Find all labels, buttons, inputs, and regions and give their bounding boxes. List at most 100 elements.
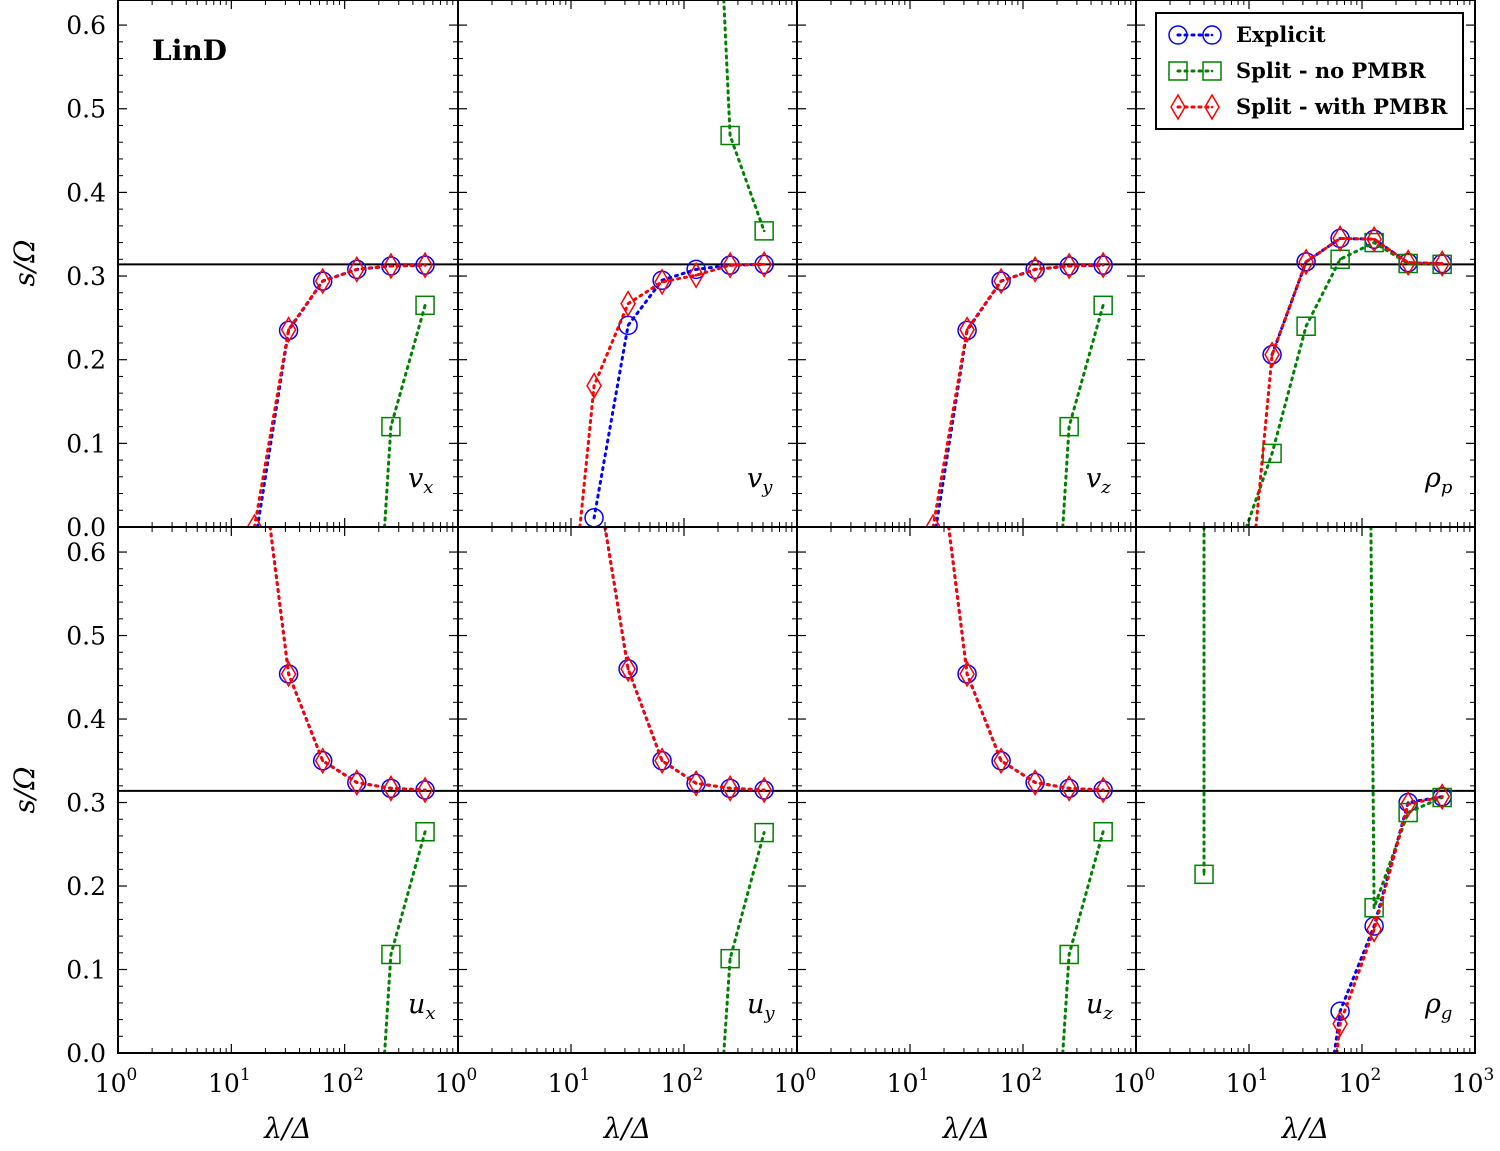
marker-diamond xyxy=(417,251,433,279)
marker-diamond xyxy=(722,774,738,802)
marker-circle xyxy=(278,320,299,341)
marker-diamond xyxy=(1298,248,1314,276)
marker-center-dot xyxy=(1176,69,1180,73)
panel-uz-plot xyxy=(797,527,1136,1053)
marker-square xyxy=(381,416,401,437)
marker-circle xyxy=(312,751,333,771)
x-tick-label: 101 xyxy=(548,1065,591,1098)
series-line xyxy=(722,831,766,1053)
marker-center-dot xyxy=(321,279,325,283)
marker-diamond xyxy=(417,776,433,804)
legend-label: Split - with PMBR xyxy=(1236,94,1448,119)
x-tick-exponent: 1 xyxy=(918,1065,929,1085)
series-line xyxy=(1369,527,1444,909)
panel-uy-plot xyxy=(458,527,797,1053)
marker-circle xyxy=(1093,255,1113,275)
x-tick-exponent: 2 xyxy=(1031,1065,1042,1085)
panel-ux-plot xyxy=(118,527,458,1053)
marker-diamond xyxy=(620,290,636,318)
marker-diamond xyxy=(383,252,399,280)
marker-center-dot xyxy=(999,759,1003,763)
marker-diamond xyxy=(1027,768,1043,796)
xlabel: λ/Δ xyxy=(1281,1112,1329,1145)
marker-diamond xyxy=(959,316,975,344)
marker-center-dot xyxy=(1270,452,1274,455)
y-tick-label: 0.0 xyxy=(66,1039,106,1068)
marker-diamond xyxy=(1332,224,1348,252)
marker-center-dot xyxy=(762,263,766,266)
marker-center-dot xyxy=(1067,787,1071,790)
x-tick-label: 100 xyxy=(1113,1065,1156,1098)
y-tick-label: 0.3 xyxy=(66,789,106,818)
legend: Explicit Split - no PMBR Split - with PMBR xyxy=(1155,12,1464,130)
marker-circle xyxy=(957,320,977,341)
panel-ρp-plot xyxy=(1136,224,1475,527)
marker-center-dot xyxy=(1067,264,1071,268)
y-tick-label: 0.3 xyxy=(66,262,106,291)
y-tick-label: 0.0 xyxy=(66,513,106,542)
x-tick-exponent: 0 xyxy=(466,1065,477,1085)
ylabel-bottom: s/Ω xyxy=(8,766,41,813)
marker-center-dot xyxy=(660,280,664,284)
marker-center-dot xyxy=(965,328,969,331)
marker-square xyxy=(1194,864,1214,885)
y-tick-label: 0.5 xyxy=(66,95,106,124)
series-line xyxy=(947,527,1105,792)
marker-center-dot xyxy=(694,782,698,785)
marker-center-dot xyxy=(728,134,732,137)
xlabel: λ/Δ xyxy=(603,1112,651,1145)
marker-center-dot xyxy=(355,268,359,271)
marker-center-dot xyxy=(287,672,290,676)
x-tick-exponent: 0 xyxy=(1144,1065,1155,1085)
marker-diamond xyxy=(1264,341,1280,369)
marker-center-dot xyxy=(1202,873,1206,876)
panel-label-subscript: p xyxy=(1441,477,1453,498)
series-line xyxy=(1254,236,1444,527)
marker-center-dot xyxy=(999,279,1003,283)
x-tick-exponent: 0 xyxy=(126,1065,137,1085)
marker-square xyxy=(1296,316,1316,336)
marker-center-dot xyxy=(1406,261,1410,264)
marker-center-dot xyxy=(965,672,969,676)
panel-label-subscript: x xyxy=(423,477,433,498)
marker-center-dot xyxy=(592,384,596,387)
x-tick-label: 100 xyxy=(435,1065,478,1098)
series-line xyxy=(947,527,1105,792)
marker-diamond xyxy=(383,774,399,802)
marker-center-dot xyxy=(1210,69,1214,73)
marker-diamond xyxy=(1061,774,1077,802)
marker-square xyxy=(720,125,740,146)
marker-center-dot xyxy=(1338,258,1342,261)
x-tick-exponent: 0 xyxy=(805,1065,816,1085)
marker-square xyxy=(381,944,401,965)
x-tick-exponent: 1 xyxy=(1257,1065,1268,1085)
marker-square xyxy=(1168,61,1188,81)
panel-vx-plot xyxy=(118,251,458,527)
x-tick-exponent: 3 xyxy=(1483,1065,1494,1085)
marker-center-dot xyxy=(626,302,630,305)
marker-square xyxy=(1432,787,1452,808)
marker-diamond xyxy=(620,655,636,683)
y-tick-label: 0.6 xyxy=(66,538,106,567)
panel-ρg-plot xyxy=(1136,527,1475,1053)
series-line xyxy=(268,527,427,792)
marker-circle xyxy=(381,778,401,799)
series-line xyxy=(268,527,427,792)
marker-diamond xyxy=(1027,255,1043,283)
marker-diamond xyxy=(688,261,704,289)
marker-center-dot xyxy=(1372,237,1376,241)
marker-diamond xyxy=(1366,915,1382,943)
marker-diamond xyxy=(586,372,602,400)
marker-center-dot xyxy=(423,304,427,307)
figure-label: LinD xyxy=(152,34,227,67)
x-tick-exponent: 2 xyxy=(1370,1065,1381,1085)
marker-center-dot xyxy=(762,831,766,834)
x-tick-label: 102 xyxy=(1339,1065,1382,1098)
marker-diamond xyxy=(280,660,297,688)
x-tick-exponent: 2 xyxy=(692,1065,703,1085)
panel-label: uz xyxy=(1086,989,1113,1024)
marker-center-dot xyxy=(1101,830,1105,834)
marker-diamond xyxy=(959,660,975,688)
marker-circle xyxy=(1025,772,1045,793)
panel-label-subscript: x xyxy=(425,1003,435,1024)
